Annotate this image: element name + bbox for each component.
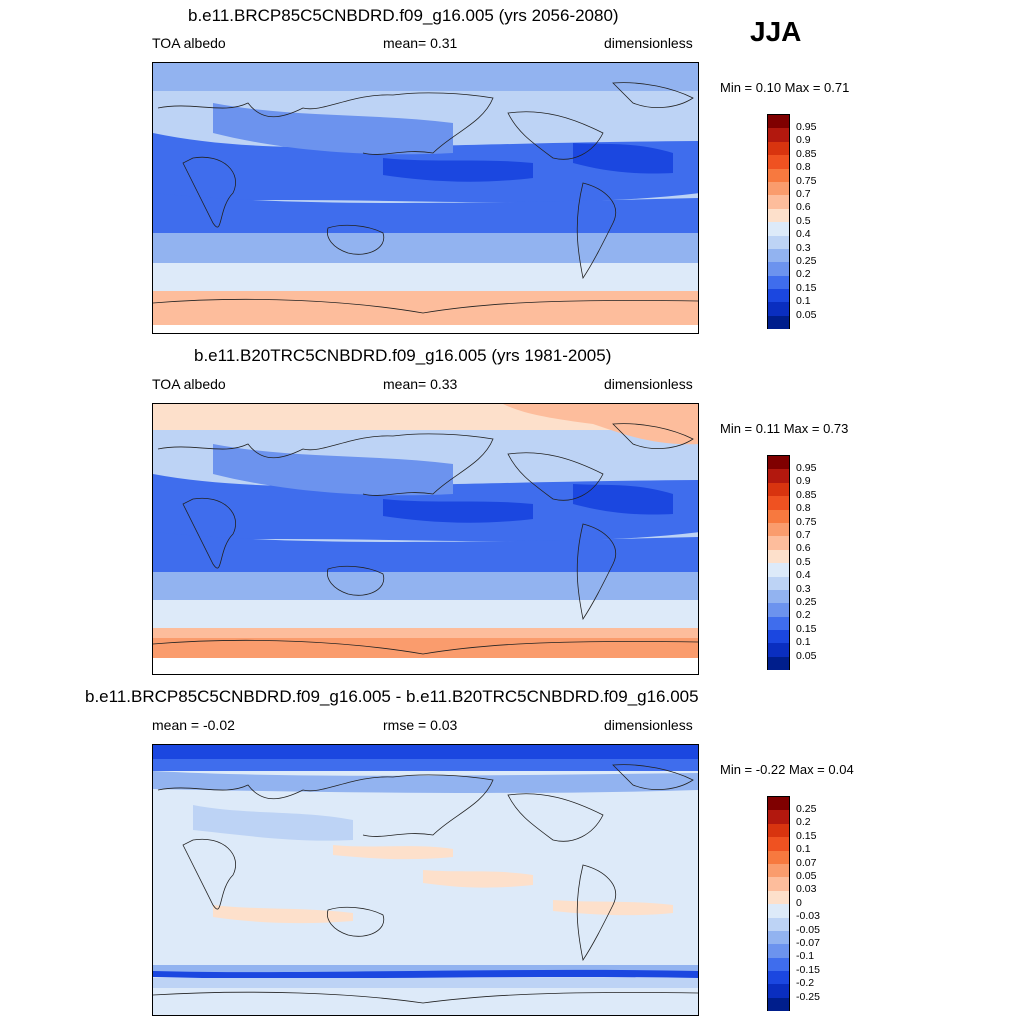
panel2-mean-label: mean= 0.33 [383,376,458,392]
cbar-tick: 0.85 [796,148,817,160]
cbar-tick: 0.95 [796,462,817,474]
cbar-tick: -0.1 [796,950,815,962]
cbar-tick: 0.85 [796,489,817,501]
cbar-tick: 0.9 [796,134,811,146]
cbar-tick: 0.05 [796,870,817,882]
panel2-colorbar [767,455,790,671]
cbar-tick: -0.25 [796,991,820,1003]
cbar-tick: 0.9 [796,475,811,487]
panel2-title: b.e11.B20TRC5CNBDRD.f09_g16.005 (yrs 198… [194,346,612,365]
cbar-tick: 0.95 [796,121,817,133]
panel3-map [152,744,699,1016]
cbar-tick: 0.5 [796,556,811,568]
cbar-tick: -0.15 [796,964,820,976]
cbar-tick: 0.2 [796,816,811,828]
panel1-coastlines [153,82,698,314]
panel1-colorbar [767,114,790,330]
cbar-tick: 0.2 [796,268,811,280]
panel3-colorbar [767,796,790,1012]
panel1-units-label: dimensionless [604,35,693,51]
cbar-tick: 0.7 [796,188,811,200]
cbar-tick: 0.3 [796,583,811,595]
panel1-map [152,62,699,334]
panel3-rmse-label: rmse = 0.03 [383,717,458,733]
cbar-tick: 0.03 [796,883,817,895]
cbar-tick: 0.8 [796,161,811,173]
panel1-title: b.e11.BRCP85C5CNBDRD.f09_g16.005 (yrs 20… [188,6,619,25]
cbar-tick: 0.6 [796,201,811,213]
cbar-tick: 0 [796,897,802,909]
cbar-tick: 0.1 [796,843,811,855]
panel1-variable-label: TOA albedo [152,35,226,51]
panel2-coastlines [153,423,698,655]
cbar-tick: 0.25 [796,255,817,267]
cbar-tick: 0.07 [796,857,817,869]
cbar-tick: -0.07 [796,937,820,949]
cbar-tick: 0.15 [796,623,817,635]
panel2-units-label: dimensionless [604,376,693,392]
cbar-tick: 0.5 [796,215,811,227]
cbar-tick: -0.03 [796,910,820,922]
panel3-minmax: Min = -0.22 Max = 0.04 [720,762,854,777]
panel1-mean-label: mean= 0.31 [383,35,458,51]
cbar-tick: 0.8 [796,502,811,514]
panel3-mean-label: mean = -0.02 [152,717,235,733]
cbar-tick: 0.75 [796,175,817,187]
cbar-tick: 0.3 [796,242,811,254]
cbar-tick: 0.15 [796,282,817,294]
panel3-coastlines [153,764,698,1004]
panel3-units-label: dimensionless [604,717,693,733]
cbar-tick: -0.05 [796,924,820,936]
panel2-minmax: Min = 0.11 Max = 0.73 [720,421,849,436]
panel2-variable-label: TOA albedo [152,376,226,392]
cbar-tick: 0.4 [796,569,811,581]
cbar-tick: 0.75 [796,516,817,528]
cbar-tick: 0.1 [796,295,811,307]
cbar-tick: -0.2 [796,977,815,989]
cbar-tick: 0.1 [796,636,811,648]
cbar-tick: 0.2 [796,609,811,621]
cbar-tick: 0.25 [796,803,817,815]
cbar-tick: 0.25 [796,596,817,608]
panel1-minmax: Min = 0.10 Max = 0.71 [720,80,850,95]
cbar-tick: 0.4 [796,228,811,240]
cbar-tick: 0.6 [796,542,811,554]
panel3-title: b.e11.BRCP85C5CNBDRD.f09_g16.005 - b.e11… [85,687,699,706]
season-label: JJA [750,16,802,47]
cbar-tick: 0.7 [796,529,811,541]
cbar-tick: 0.05 [796,309,817,321]
panel2-map [152,403,699,675]
cbar-tick: 0.05 [796,650,817,662]
cbar-tick: 0.15 [796,830,817,842]
